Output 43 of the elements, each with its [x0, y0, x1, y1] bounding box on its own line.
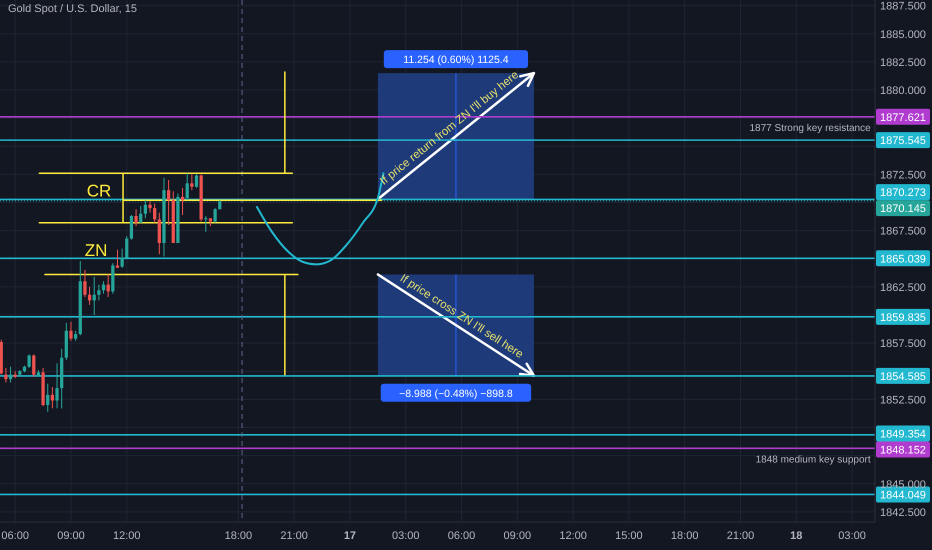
x-tick-label: 09:00 [504, 530, 532, 542]
y-tick-label: 1852.500 [880, 394, 926, 406]
ref-line-label: 1859.835 [880, 312, 926, 324]
ref-line-label: 1875.545 [880, 135, 926, 148]
y-tick-label: 1857.500 [880, 338, 926, 350]
annotation: 1848 medium key support [756, 454, 871, 466]
annotation: 11.254 (0.60%) 1125.4 [403, 54, 509, 66]
y-tick-label: 1882.500 [880, 56, 926, 69]
ref-line-label: 1877.621 [880, 112, 926, 124]
y-tick-label: 1872.500 [880, 169, 926, 182]
annotation: If price cross ZN I'll sell here [398, 272, 526, 361]
x-tick-label: 03:00 [838, 530, 866, 542]
x-tick-label: 21:00 [726, 530, 754, 542]
chart-title: Gold Spot / U.S. Dollar, 15 [8, 3, 138, 15]
x-tick-label: 09:00 [57, 530, 85, 542]
x-tick-label: 03:00 [392, 530, 420, 542]
y-tick-label: 1880.000 [880, 85, 926, 97]
x-tick-label: 17 [344, 530, 356, 542]
ref-line-label: 1854.585 [880, 370, 926, 383]
x-tick-label: 21:00 [280, 530, 308, 542]
annotation: CR [86, 182, 112, 201]
x-tick-label: 12:00 [113, 530, 141, 542]
y-tick-label: 1842.500 [880, 506, 926, 519]
x-tick-label: 18 [790, 530, 802, 542]
ref-line-label: 1844.049 [880, 489, 926, 502]
annotation: 1877 Strong key resistance [749, 122, 872, 134]
x-tick-label: 18:00 [224, 530, 252, 542]
y-tick-label: 1885.000 [880, 28, 926, 41]
ref-line-label: 1870.273 [880, 187, 926, 200]
x-tick-label: 06:00 [1, 530, 29, 542]
x-tick-label: 06:00 [448, 530, 476, 542]
x-tick-label: 15:00 [615, 530, 643, 542]
ref-line-label: 1848.152 [880, 444, 926, 457]
annotation: −8.988 (−0.48%) −898.8 [399, 388, 513, 400]
ref-line-label: 1865.039 [880, 253, 926, 266]
ref-line-label: 1870.145 [880, 203, 926, 216]
y-tick-label: 1887.500 [880, 0, 926, 13]
x-tick-label: 12:00 [559, 530, 587, 542]
ref-line-label: 1849.354 [880, 428, 926, 441]
y-tick-label: 1862.500 [880, 282, 926, 294]
annotation: ZN [84, 240, 108, 260]
x-tick-label: 18:00 [670, 530, 698, 542]
y-tick-label: 1867.500 [880, 226, 926, 238]
